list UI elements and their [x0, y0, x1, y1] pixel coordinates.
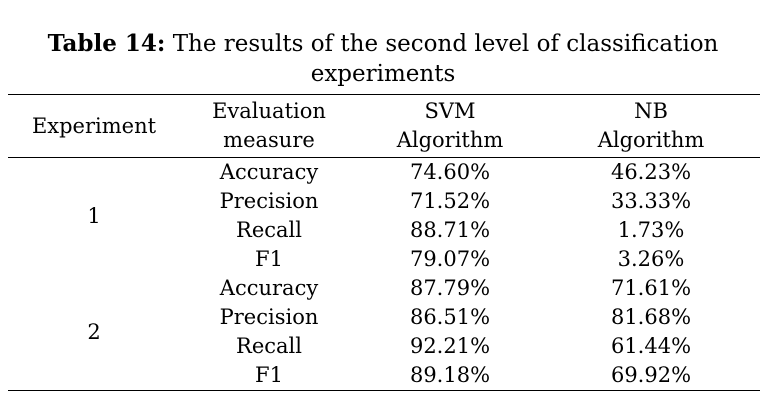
- table-row: F1 79.07% 3.26%: [8, 245, 760, 274]
- header-nb-line-1: NB: [634, 99, 668, 123]
- experiment-cell: 1: [87, 203, 101, 228]
- measure-cell: F1: [255, 247, 283, 271]
- svm-cell: 89.18%: [409, 363, 491, 387]
- caption-text-1: The results of the second level of class…: [165, 31, 719, 57]
- nb-cell: 33.33%: [610, 189, 692, 213]
- table-row: Recall 88.71% 1.73%: [8, 216, 760, 245]
- measure-cell: F1: [255, 363, 283, 387]
- table-row: 1 Accuracy 74.60% 46.23%: [8, 158, 760, 228]
- header-evaluation-measure: Evaluation measure: [180, 95, 358, 158]
- measure-cell: Precision: [219, 189, 319, 213]
- experiment-cell: 2: [87, 319, 101, 344]
- measure-cell: Accuracy: [219, 160, 319, 184]
- table-row: Recall 92.21% 61.44%: [8, 332, 760, 361]
- table-header: Experiment Evaluation measure SVM Algori…: [8, 94, 760, 158]
- header-svm-line-2: Algorithm: [396, 128, 504, 152]
- nb-cell: 46.23%: [610, 160, 692, 184]
- header-experiment: Experiment: [31, 113, 157, 138]
- table-body: 1 Accuracy 74.60% 46.23% Precision 71.52…: [8, 158, 760, 391]
- caption-line-1: Table 14: The results of the second leve…: [0, 29, 766, 59]
- table-row: Precision 86.51% 81.68%: [8, 303, 760, 332]
- header-nb-line-2: Algorithm: [597, 128, 705, 152]
- nb-cell: 71.61%: [610, 276, 692, 300]
- table-row: F1 89.18% 69.92%: [8, 361, 760, 391]
- measure-cell: Recall: [236, 334, 302, 358]
- svm-cell: 74.60%: [409, 160, 491, 184]
- svm-cell: 79.07%: [409, 247, 491, 271]
- nb-cell: 61.44%: [610, 334, 692, 358]
- nb-cell: 3.26%: [617, 247, 685, 271]
- caption-label: Table 14:: [47, 30, 166, 57]
- table-caption: Table 14: The results of the second leve…: [0, 29, 766, 89]
- header-measure-line-2: measure: [223, 128, 315, 152]
- header-row: Experiment Evaluation measure SVM Algori…: [8, 94, 760, 158]
- svm-cell: 88.71%: [409, 218, 491, 242]
- header-svm-algorithm: SVM Algorithm: [358, 95, 542, 158]
- svm-cell: 92.21%: [409, 334, 491, 358]
- svm-cell: 87.79%: [409, 276, 491, 300]
- caption-text-2: experiments: [310, 61, 456, 87]
- nb-cell: 69.92%: [610, 363, 692, 387]
- nb-cell: 1.73%: [617, 218, 685, 242]
- measure-cell: Accuracy: [219, 276, 319, 300]
- results-table: Experiment Evaluation measure SVM Algori…: [8, 94, 760, 391]
- header-svm-line-1: SVM: [424, 99, 476, 123]
- svm-cell: 86.51%: [409, 305, 491, 329]
- table-row: Precision 71.52% 33.33%: [8, 187, 760, 216]
- header-measure-line-1: Evaluation: [212, 99, 326, 123]
- measure-cell: Precision: [219, 305, 319, 329]
- header-nb-algorithm: NB Algorithm: [542, 95, 760, 158]
- measure-cell: Recall: [236, 218, 302, 242]
- table-row: 2 Accuracy 87.79% 71.61%: [8, 274, 760, 344]
- svm-cell: 71.52%: [409, 189, 491, 213]
- nb-cell: 81.68%: [610, 305, 692, 329]
